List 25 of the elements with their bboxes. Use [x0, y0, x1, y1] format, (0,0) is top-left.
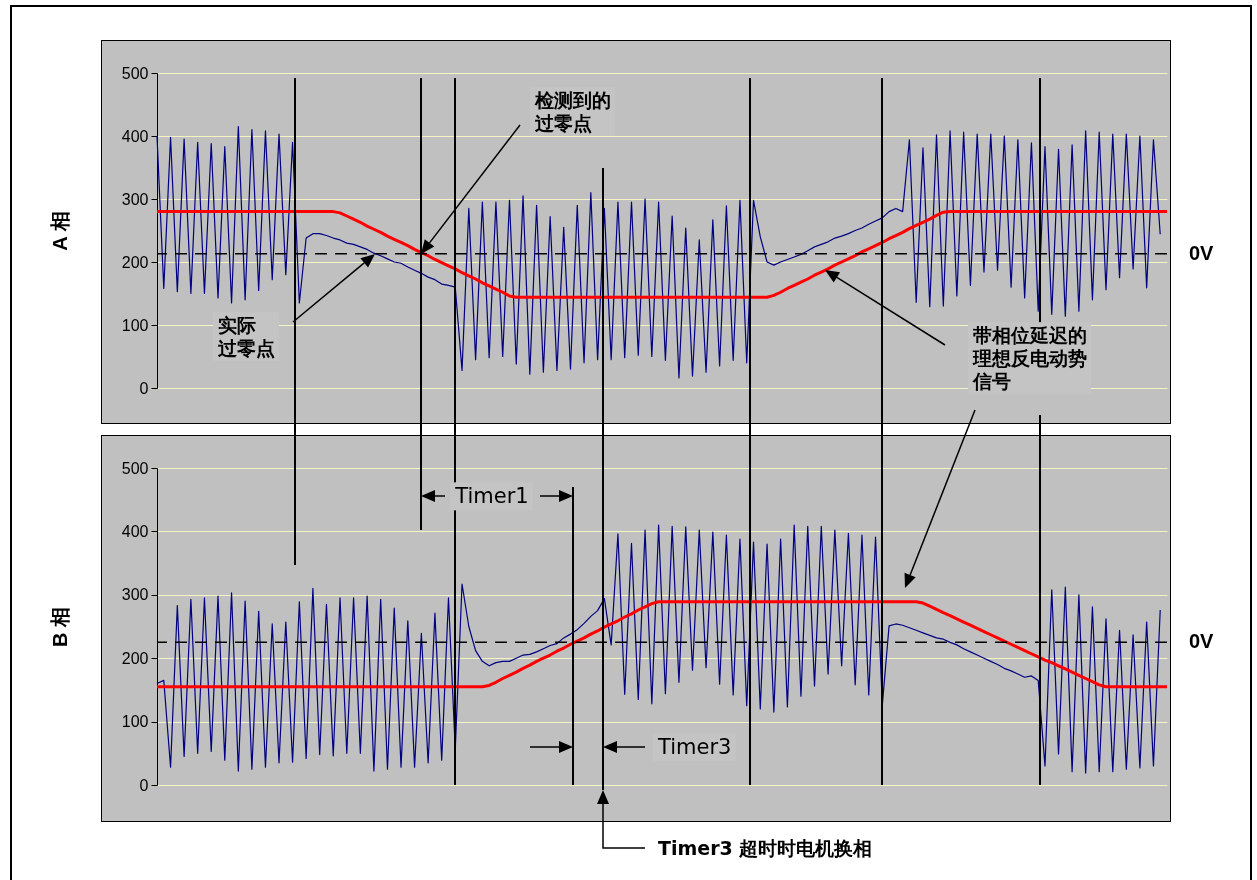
- y-tick-label: 300: [121, 586, 149, 604]
- annotation: 实际过零点: [217, 314, 275, 359]
- ref-line-label: 0V: [1189, 630, 1215, 653]
- line-series: [155, 210, 1169, 299]
- y-tick-label: 400: [121, 522, 149, 540]
- y-tick-label: 500: [121, 459, 149, 477]
- y-tick-label: 400: [121, 127, 149, 145]
- annotation: 带相位延迟的理想反电动势信号: [972, 324, 1087, 392]
- line-series: [155, 600, 1169, 689]
- y-tick-label: 500: [121, 64, 149, 82]
- annotation: 检测到的过零点: [534, 89, 611, 134]
- y-tick-label: 0: [139, 776, 149, 794]
- line-series: [156, 524, 1161, 774]
- y-tick-label: 100: [121, 316, 149, 334]
- text: Timer3 超时时电机换相: [658, 836, 873, 859]
- y-axis-title: A 相: [48, 211, 71, 251]
- y-tick-label: 200: [121, 253, 149, 271]
- y-tick-label: 200: [121, 649, 149, 667]
- y-tick-label: 0: [139, 379, 149, 397]
- annotation: Timer3: [657, 735, 732, 760]
- annotation: Timer1: [454, 484, 529, 509]
- y-axis-title: B 相: [48, 607, 71, 647]
- y-tick-label: 300: [121, 190, 149, 208]
- y-tick-label: 100: [121, 713, 149, 731]
- ref-line-label: 0V: [1189, 241, 1215, 264]
